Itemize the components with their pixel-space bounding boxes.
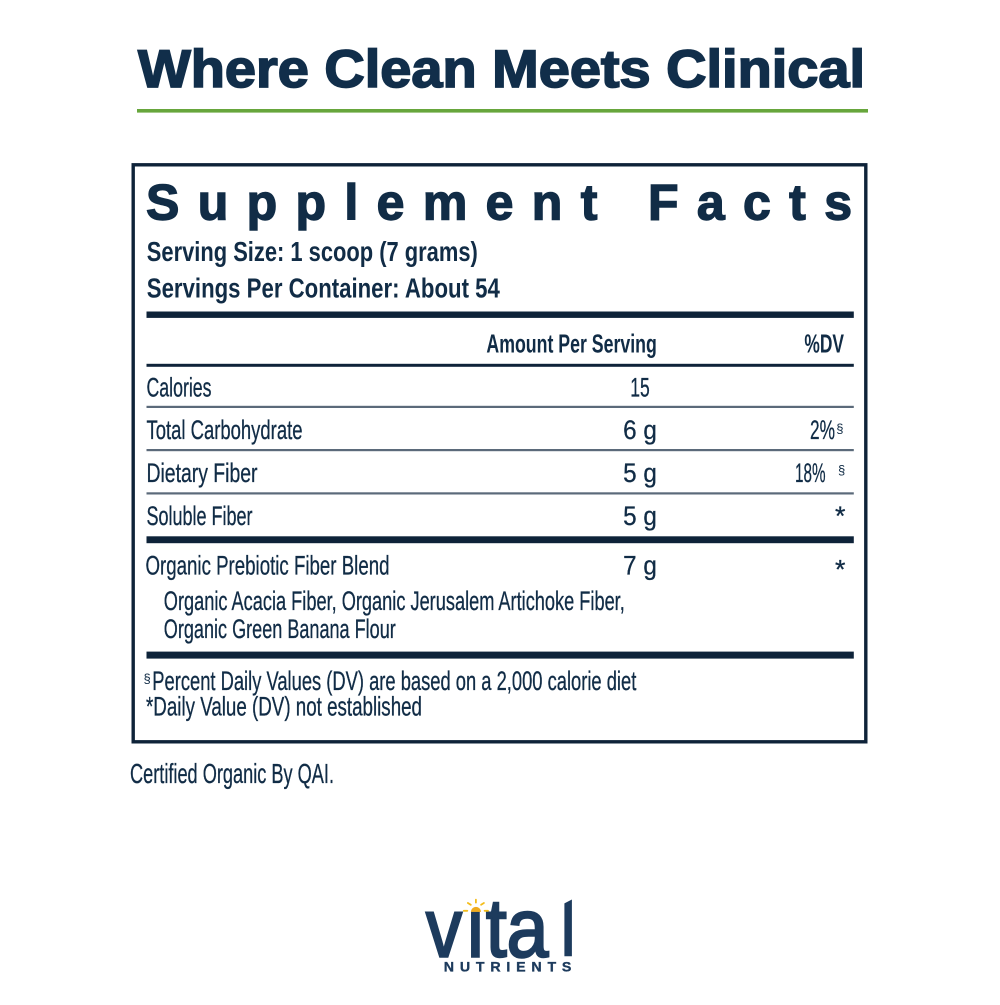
svg-text:*: * xyxy=(835,501,846,531)
svg-text:7 g: 7 g xyxy=(623,551,657,581)
svg-text:§: § xyxy=(836,421,843,436)
svg-text:5 g: 5 g xyxy=(623,458,657,488)
svg-text:%DV: %DV xyxy=(804,328,844,358)
svg-text:NUTRIENTS: NUTRIENTS xyxy=(444,960,572,976)
svg-text:Organic Prebiotic Fiber Blend: Organic Prebiotic Fiber Blend xyxy=(146,551,390,581)
svg-text:*Daily Value (DV) not establis: *Daily Value (DV) not established xyxy=(146,692,422,722)
svg-text:Soluble Fiber: Soluble Fiber xyxy=(147,501,253,531)
svg-text:*: * xyxy=(835,554,846,584)
svg-text:Certified Organic By QAI.: Certified Organic By QAI. xyxy=(130,758,334,789)
svg-text:Supplement Facts: Supplement Facts xyxy=(146,175,852,231)
svg-text:Dietary Fiber: Dietary Fiber xyxy=(147,458,258,488)
svg-text:18%: 18% xyxy=(795,458,826,488)
svg-text:6 g: 6 g xyxy=(623,415,657,445)
svg-text:15: 15 xyxy=(630,372,650,402)
svg-text:Serving Size: 1 scoop (7 grams: Serving Size: 1 scoop (7 grams) xyxy=(147,236,478,267)
svg-text:Servings Per Container: About: Servings Per Container: About 54 xyxy=(147,273,501,304)
svg-text:Amount Per Serving: Amount Per Serving xyxy=(486,328,656,358)
svg-text:ıta: ıta xyxy=(465,881,549,974)
svg-text:§: § xyxy=(144,671,151,686)
svg-text:Calories: Calories xyxy=(147,372,212,402)
svg-text:Organic Acacia Fiber, Organic: Organic Acacia Fiber, Organic Jerusalem … xyxy=(164,586,625,616)
svg-text:Percent Daily Values (DV) are: Percent Daily Values (DV) are based on a… xyxy=(152,666,636,696)
svg-text:2%: 2% xyxy=(810,415,835,445)
svg-text:v: v xyxy=(426,881,462,974)
svg-text:Where Clean Meets Clinical: Where Clean Meets Clinical xyxy=(138,40,865,99)
svg-text:Total Carbohydrate: Total Carbohydrate xyxy=(147,415,303,445)
svg-text:5 g: 5 g xyxy=(623,501,657,531)
svg-text:Organic Green Banana Flour: Organic Green Banana Flour xyxy=(164,614,396,644)
svg-text:§: § xyxy=(838,462,845,477)
